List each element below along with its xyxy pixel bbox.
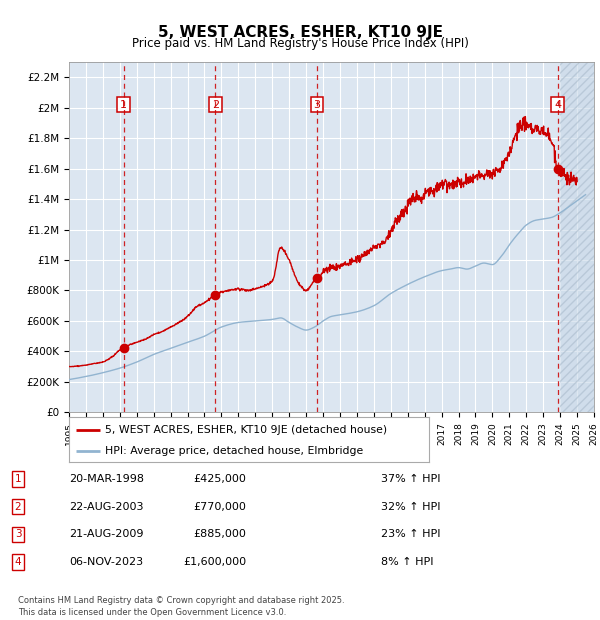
Text: 23% ↑ HPI: 23% ↑ HPI [381,529,440,539]
Text: 2: 2 [212,100,219,110]
Text: 4: 4 [554,100,561,110]
Text: Contains HM Land Registry data © Crown copyright and database right 2025.
This d: Contains HM Land Registry data © Crown c… [18,596,344,617]
Text: 06-NOV-2023: 06-NOV-2023 [69,557,143,567]
Text: 20-MAR-1998: 20-MAR-1998 [69,474,144,484]
Text: 5, WEST ACRES, ESHER, KT10 9JE: 5, WEST ACRES, ESHER, KT10 9JE [157,25,443,40]
Text: £425,000: £425,000 [193,474,246,484]
Text: £770,000: £770,000 [193,502,246,512]
Text: 8% ↑ HPI: 8% ↑ HPI [381,557,433,567]
Text: 37% ↑ HPI: 37% ↑ HPI [381,474,440,484]
Text: 1: 1 [14,474,22,484]
Text: £885,000: £885,000 [193,529,246,539]
Text: 3: 3 [313,100,320,110]
Text: 3: 3 [14,529,22,539]
Text: 5, WEST ACRES, ESHER, KT10 9JE (detached house): 5, WEST ACRES, ESHER, KT10 9JE (detached… [105,425,387,435]
Text: 1: 1 [120,100,127,110]
Text: 4: 4 [14,557,22,567]
Text: HPI: Average price, detached house, Elmbridge: HPI: Average price, detached house, Elmb… [105,446,363,456]
Text: £1,600,000: £1,600,000 [183,557,246,567]
Text: 2: 2 [14,502,22,512]
Text: 21-AUG-2009: 21-AUG-2009 [69,529,143,539]
Text: Price paid vs. HM Land Registry's House Price Index (HPI): Price paid vs. HM Land Registry's House … [131,37,469,50]
Text: 32% ↑ HPI: 32% ↑ HPI [381,502,440,512]
Text: 22-AUG-2003: 22-AUG-2003 [69,502,143,512]
Bar [560,62,594,412]
